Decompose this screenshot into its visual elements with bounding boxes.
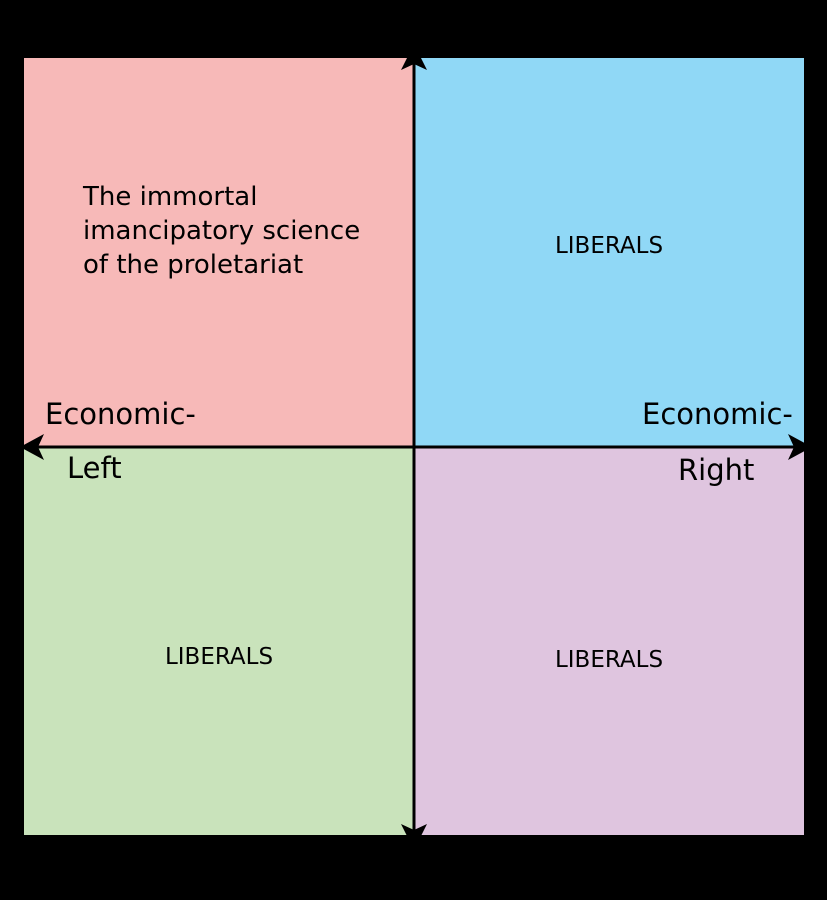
quadrant-top-right: LIBERALS — [414, 58, 804, 447]
quadrant-bottom-right-label: LIBERALS — [554, 647, 664, 673]
quadrant-top-left-label: The immortal imancipatory science of the… — [83, 182, 361, 280]
economic-right-label-line2: Right — [678, 453, 755, 487]
quadrant-top-right-label: LIBERALS — [554, 233, 664, 259]
quadrant-bottom-left-label: LIBERALS — [164, 644, 274, 670]
quadrant-top-left: The immortal imancipatory science of the… — [24, 58, 414, 447]
economic-left-label-line1: Economic- — [45, 397, 196, 431]
economic-right-label-line1: Economic- — [642, 397, 793, 431]
economic-left-label-line2: Left — [67, 451, 122, 485]
quadrant-bottom-right: LIBERALS — [414, 447, 804, 835]
quadrant-bottom-left: LIBERALS — [24, 447, 414, 835]
